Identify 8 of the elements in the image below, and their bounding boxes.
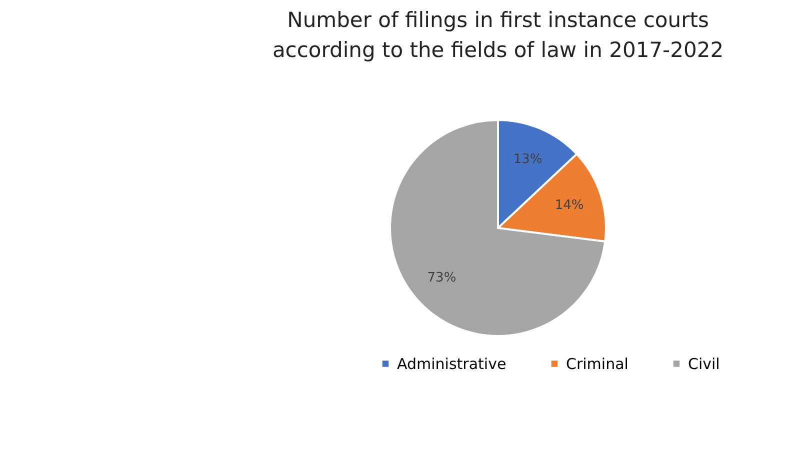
- pie-slice: [389, 119, 606, 337]
- legend-label: Administrative: [397, 354, 506, 373]
- data-label: 13%: [513, 152, 542, 168]
- data-label: 14%: [554, 198, 584, 213]
- chart-title: Number of filings in first instance courts according to the fields of law in 2017-2022: [272, 8, 724, 62]
- legend-label: Civil: [688, 354, 720, 373]
- legend-label: Criminal: [566, 354, 628, 373]
- data-label: 73%: [427, 270, 456, 286]
